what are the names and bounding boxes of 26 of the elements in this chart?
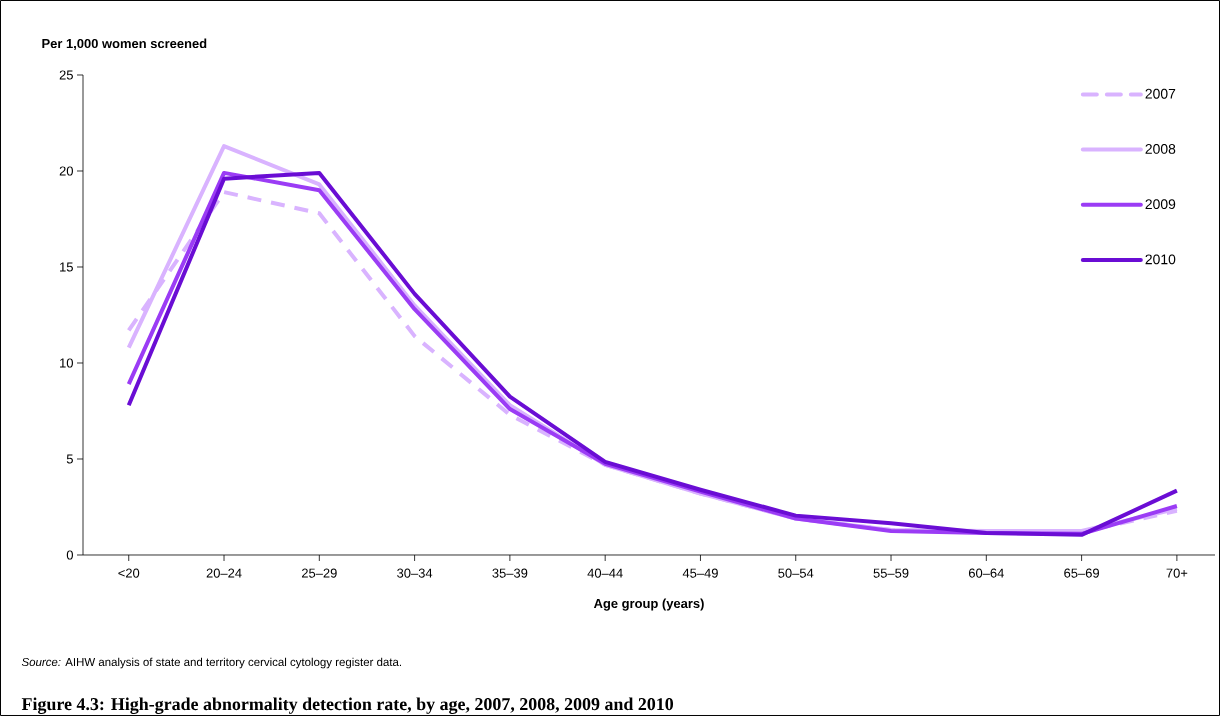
legend-label: 2008 bbox=[1145, 143, 1176, 154]
text: Source: AIHW analysis of state and territory cervical cytology register data. bbox=[21, 657, 402, 669]
x-tick-label: <20 bbox=[118, 568, 140, 578]
y-tick-label: 20 bbox=[59, 166, 73, 176]
text: Figure 4.3: High-grade abnormality detection rate, by age, 2007, 2008, 2009 and 2010 bbox=[21, 697, 674, 714]
legend-label: 2010 bbox=[1145, 254, 1176, 265]
x-tick-label: 55–59 bbox=[873, 568, 909, 578]
x-tick-label: 65–69 bbox=[1064, 568, 1099, 578]
y-tick-label: 10 bbox=[60, 358, 73, 368]
x-tick-label: 70+ bbox=[1166, 568, 1188, 578]
x-tick-label: 40–44 bbox=[587, 568, 623, 578]
x-tick-label: 60–64 bbox=[968, 568, 1004, 578]
y-tick-label: 5 bbox=[66, 454, 73, 464]
legend-label: 2007 bbox=[1145, 88, 1176, 99]
y-tick-label: 25 bbox=[59, 70, 73, 80]
legend-label: 2009 bbox=[1145, 199, 1176, 209]
y-tick-label: 15 bbox=[60, 262, 73, 272]
x-tick-label: 20–24 bbox=[206, 568, 242, 578]
x-axis-title: Age group (years) bbox=[593, 598, 704, 611]
x-tick-label: 30–34 bbox=[397, 568, 433, 578]
x-tick-label: 35–39 bbox=[492, 568, 528, 578]
y-axis-title: Per 1,000 women screened bbox=[42, 38, 207, 50]
x-tick-label: 25–29 bbox=[301, 568, 337, 578]
x-tick-label: 50–54 bbox=[778, 568, 814, 578]
y-tick-label: 0 bbox=[66, 550, 73, 560]
x-tick-label: 45–49 bbox=[682, 568, 718, 578]
